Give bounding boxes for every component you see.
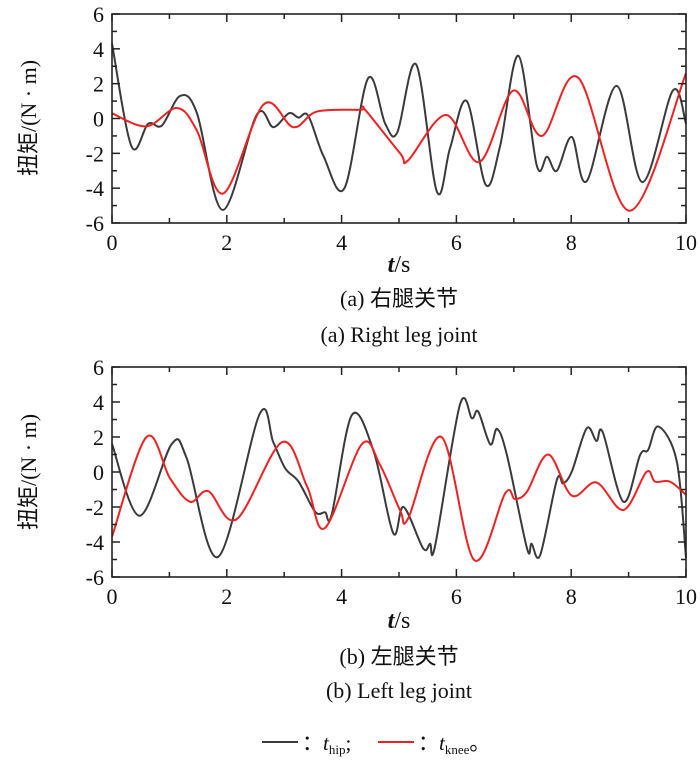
x-axis-unit: /s	[394, 608, 410, 634]
y-tick-label: 4	[93, 390, 104, 415]
x-tick-label: 8	[566, 230, 577, 255]
y-tick-label: 2	[93, 72, 104, 97]
legend: ：thip; ：tknee。	[262, 731, 490, 757]
legend-hip-label: ：thip;	[302, 731, 351, 757]
x-tick-label: 10	[675, 584, 697, 609]
panel-title: (b) 左腿关节	[339, 644, 458, 669]
y-tick-label: 2	[93, 425, 104, 450]
x-axis-var: t	[388, 252, 396, 278]
y-tick-label: 4	[93, 37, 104, 62]
x-axis-label: t/s	[388, 252, 411, 278]
y-tick-label: -6	[86, 211, 104, 236]
x-tick-label: 10	[675, 230, 697, 255]
series-line-t-hip	[111, 43, 687, 211]
series-line-t-hip	[111, 396, 687, 559]
y-tick-label: -4	[86, 530, 104, 555]
x-tick-label: 6	[451, 230, 462, 255]
x-tick-label: 0	[107, 584, 118, 609]
y-tick-label: -2	[86, 141, 104, 166]
plot-frame	[111, 366, 687, 578]
panel-subtitle: (b) Left leg joint	[326, 678, 472, 703]
y-tick-label: 6	[93, 355, 104, 380]
x-tick-label: 4	[336, 584, 347, 609]
panel-left-leg: 扭矩/(N · m) t/s (b) 左腿关节 (b) Left leg joi…	[16, 355, 697, 703]
x-axis-label: t/s	[388, 608, 411, 634]
panel-title: (a) 右腿关节	[340, 286, 458, 311]
y-tick-label: -4	[86, 176, 104, 201]
x-tick-label: 4	[336, 230, 347, 255]
y-tick-label: 6	[93, 2, 104, 27]
y-axis-label: 扭矩/(N · m)	[16, 414, 41, 530]
series-line-t-knee	[111, 434, 687, 562]
x-axis-unit: /s	[394, 252, 410, 278]
legend-knee-label: ：tknee。	[418, 731, 490, 757]
y-tick-label: -6	[86, 565, 104, 590]
y-axis-label: 扭矩/(N · m)	[16, 60, 41, 176]
y-tick-label: 0	[93, 107, 104, 132]
x-tick-label: 8	[566, 584, 577, 609]
y-tick-label: -2	[86, 495, 104, 520]
x-tick-label: 2	[221, 584, 232, 609]
x-tick-label: 0	[107, 230, 118, 255]
panel-subtitle: (a) Right leg joint	[320, 322, 477, 347]
x-tick-label: 6	[451, 584, 462, 609]
x-tick-label: 2	[221, 230, 232, 255]
series-line-t-knee	[111, 72, 687, 212]
x-axis-var: t	[388, 608, 396, 634]
y-tick-label: 0	[93, 460, 104, 485]
panel-right-leg: 扭矩/(N · m) t/s (a) 右腿关节 (a) Right leg jo…	[16, 2, 697, 347]
